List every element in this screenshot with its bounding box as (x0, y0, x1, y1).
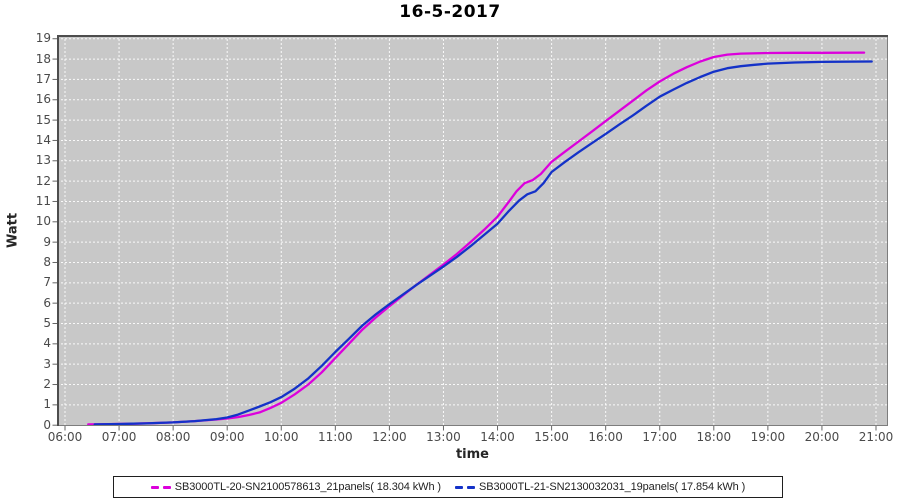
x-tick-label: 08:00 (155, 430, 191, 444)
y-tick-label: 7 (43, 275, 51, 290)
y-tick-label: 2 (43, 377, 51, 392)
x-tick-label: 06:00 (47, 430, 83, 444)
y-tick-label: 8 (43, 254, 51, 269)
y-tick-label: 14 (35, 132, 51, 147)
x-tick-label: 07:00 (101, 430, 137, 444)
y-tick-label: 13 (35, 153, 51, 168)
x-tick-label: 10:00 (263, 430, 299, 444)
y-tick-label: 12 (35, 173, 51, 188)
legend-item-1: SB3000TL-21-SN2130032031_19panels( 17.85… (455, 481, 745, 493)
y-tick-label: 6 (43, 295, 51, 310)
series-line-0 (87, 51, 866, 426)
y-tick-label: 19 (35, 31, 51, 46)
y-tick-label: 15 (35, 112, 51, 127)
y-tick-labels: 0 1 2 3 4 5 6 7 8 9 10 11 12 13 14 15 16 17 18 19 (0, 0, 51, 460)
legend-item-0: SB3000TL-20-SN2100578613_21panels( 18.30… (150, 481, 441, 493)
y-tick-label: 5 (43, 316, 51, 330)
x-tick-label: 15:00 (534, 430, 569, 444)
y-tick-label: 4 (43, 336, 51, 351)
y-tick-label: 17 (35, 71, 51, 86)
x-tick-labels: 06:00 07:00 08:00 09:00 10:00 11:00 12:00 13:00… (0, 430, 900, 448)
x-tick-label: 17:00 (642, 430, 678, 444)
legend-label: SB3000TL-21-SN2130032031_19panels( 17.85… (479, 481, 746, 493)
y-tick-label: 16 (35, 92, 51, 107)
y-tick-label: 1 (43, 397, 51, 412)
x-tick-label: 19:00 (750, 430, 786, 444)
x-tick-label: 16:00 (588, 430, 623, 444)
chart-title: 16-5-2017 (399, 2, 501, 22)
series-line-1 (93, 60, 873, 426)
legend: SB3000TL-20-SN2100578613_21panels( 18.30… (113, 476, 783, 498)
x-tick-label: 21:00 (858, 430, 894, 444)
legend-line-swatch (455, 485, 475, 489)
y-tick-label: 3 (43, 356, 51, 371)
x-tick-label: 09:00 (209, 430, 245, 444)
y-tick-label: 10 (35, 214, 51, 229)
y-tick-label: 11 (35, 193, 51, 208)
y-tick-label: 9 (43, 234, 51, 249)
x-tick-label: 14:00 (480, 430, 515, 444)
x-tick-label: 11:00 (318, 430, 353, 444)
plot-background (57, 35, 888, 426)
legend-label: SB3000TL-20-SN2100578613_21panels( 18.30… (174, 481, 441, 493)
y-tick-label: 18 (35, 51, 51, 66)
legend-line-swatch (150, 485, 171, 489)
y-tick-label: 0 (43, 417, 51, 432)
x-tick-label: 18:00 (696, 430, 732, 444)
x-tick-label: 12:00 (372, 430, 407, 444)
x-tick-label: 20:00 (804, 430, 840, 444)
x-axis-title: time (455, 447, 490, 462)
x-tick-label: 13:00 (426, 430, 461, 444)
